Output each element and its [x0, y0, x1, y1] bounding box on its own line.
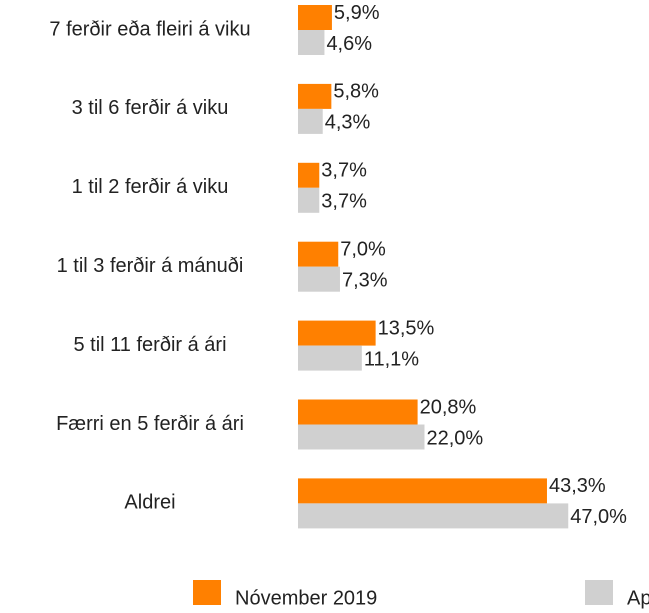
- value-label: 13,5%: [378, 317, 435, 339]
- bar: [298, 320, 376, 346]
- value-label: 47,0%: [570, 506, 627, 528]
- value-label: 5,8%: [333, 81, 379, 103]
- bar: [298, 478, 547, 504]
- bar: [298, 5, 332, 30]
- category-label: Aldrei: [124, 492, 175, 514]
- value-label: 5,9%: [334, 2, 380, 24]
- bar: [298, 162, 320, 188]
- category-label: 5 til 11 ferðir á ári: [73, 334, 226, 356]
- value-label: 4,3%: [325, 112, 371, 134]
- bar: [298, 503, 569, 529]
- value-label: 7,3%: [342, 269, 388, 291]
- value-label: 7,0%: [340, 238, 386, 260]
- value-label: 11,1%: [364, 348, 419, 370]
- bar: [298, 424, 425, 450]
- category-label: 1 til 2 ferðir á viku: [72, 176, 229, 198]
- bar: [298, 83, 332, 109]
- bar: [298, 399, 418, 425]
- category-label: 1 til 3 ferðir á mánuði: [57, 255, 244, 277]
- value-label: 3,7%: [321, 191, 367, 213]
- category-label: Færri en 5 ferðir á ári: [56, 413, 244, 435]
- value-label: 20,8%: [420, 396, 477, 418]
- value-label: 3,7%: [321, 160, 367, 182]
- category-label: 7 ferðir eða fleiri á viku: [49, 18, 250, 40]
- value-label: 4,6%: [326, 33, 372, 55]
- bar: [298, 108, 323, 134]
- legend-swatch: [193, 580, 221, 605]
- legend-label: Nóvember 2019: [235, 587, 377, 609]
- value-label: 22,0%: [427, 427, 484, 449]
- category-label: 3 til 6 ferðir á viku: [72, 97, 229, 119]
- legend-label: Apr: [627, 587, 649, 609]
- legend-swatch: [585, 580, 613, 605]
- bar: [298, 187, 320, 213]
- bar: [298, 266, 340, 292]
- bar: [298, 30, 325, 55]
- bar: [298, 241, 339, 267]
- bar: [298, 345, 362, 371]
- value-label: 43,3%: [549, 475, 606, 497]
